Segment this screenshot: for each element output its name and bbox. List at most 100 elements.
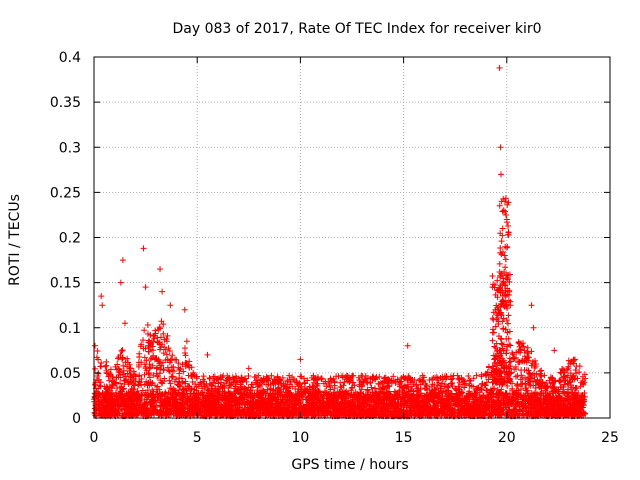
data-point bbox=[518, 367, 525, 374]
data-point bbox=[166, 348, 173, 355]
data-point bbox=[242, 375, 249, 382]
data-point bbox=[428, 383, 435, 390]
data-point bbox=[409, 383, 416, 390]
data-point bbox=[156, 358, 163, 365]
data-point bbox=[154, 334, 161, 341]
data-point bbox=[150, 338, 157, 345]
data-point bbox=[513, 349, 520, 356]
data-point bbox=[470, 375, 477, 382]
data-point bbox=[130, 368, 137, 375]
data-point bbox=[455, 375, 462, 382]
data-point bbox=[452, 385, 459, 392]
data-point bbox=[401, 375, 408, 382]
data-point bbox=[127, 374, 134, 381]
data-point bbox=[358, 372, 365, 379]
data-point bbox=[92, 365, 99, 372]
data-point bbox=[188, 364, 195, 371]
data-point bbox=[120, 362, 127, 369]
grid-lines bbox=[94, 57, 610, 418]
data-point bbox=[491, 385, 498, 392]
data-point bbox=[361, 376, 368, 383]
data-point bbox=[161, 375, 168, 382]
data-point bbox=[572, 385, 579, 392]
data-point bbox=[200, 376, 207, 383]
data-point bbox=[167, 385, 174, 392]
data-point bbox=[297, 381, 304, 388]
chart-title: Day 083 of 2017, Rate Of TEC Index for r… bbox=[172, 21, 541, 37]
data-point bbox=[237, 378, 244, 385]
data-point bbox=[571, 376, 578, 383]
data-point bbox=[248, 384, 255, 391]
data-point bbox=[251, 374, 258, 381]
data-point bbox=[440, 376, 447, 383]
data-point bbox=[114, 385, 121, 392]
data-point bbox=[465, 372, 472, 379]
data-point bbox=[421, 385, 428, 392]
data-point bbox=[433, 374, 440, 381]
data-point bbox=[154, 383, 161, 390]
data-point bbox=[466, 377, 473, 384]
data-point bbox=[284, 384, 291, 391]
data-point bbox=[287, 379, 294, 386]
data-point bbox=[118, 347, 125, 354]
data-point bbox=[375, 380, 382, 387]
data-point bbox=[532, 363, 539, 370]
data-point bbox=[478, 386, 485, 393]
data-point bbox=[450, 372, 457, 379]
data-point bbox=[443, 374, 450, 381]
data-point bbox=[397, 380, 404, 387]
data-point bbox=[166, 359, 173, 366]
data-point bbox=[350, 379, 357, 386]
data-point bbox=[150, 372, 157, 379]
data-point bbox=[279, 374, 286, 381]
data-point bbox=[525, 367, 532, 374]
data-point bbox=[517, 386, 524, 393]
data-point bbox=[130, 375, 137, 382]
data-point bbox=[111, 379, 118, 386]
data-point bbox=[103, 362, 110, 369]
data-point bbox=[170, 363, 177, 370]
data-point bbox=[206, 380, 213, 387]
data-point bbox=[227, 382, 234, 389]
data-point bbox=[567, 379, 574, 386]
data-point bbox=[290, 376, 297, 383]
data-point bbox=[171, 378, 178, 385]
data-point bbox=[151, 335, 158, 342]
data-point bbox=[298, 373, 305, 380]
data-point bbox=[390, 373, 397, 380]
data-point bbox=[567, 384, 574, 391]
data-point bbox=[430, 375, 437, 382]
data-point bbox=[414, 385, 421, 392]
data-point bbox=[576, 363, 583, 370]
data-point bbox=[577, 383, 584, 390]
data-point bbox=[146, 374, 153, 381]
data-point bbox=[163, 351, 170, 358]
data-point bbox=[112, 363, 119, 370]
data-point bbox=[269, 378, 276, 385]
data-point bbox=[486, 372, 493, 379]
data-point bbox=[277, 380, 284, 387]
data-point bbox=[385, 382, 392, 389]
data-point bbox=[218, 379, 225, 386]
data-point bbox=[228, 381, 235, 388]
data-point bbox=[343, 375, 350, 382]
data-point bbox=[105, 370, 112, 377]
data-point bbox=[580, 380, 587, 387]
data-point bbox=[182, 378, 189, 385]
data-point bbox=[384, 383, 391, 390]
data-point bbox=[206, 375, 213, 382]
data-point bbox=[509, 349, 516, 356]
data-point bbox=[437, 382, 444, 389]
data-point bbox=[243, 378, 250, 385]
data-point bbox=[181, 349, 188, 356]
data-point bbox=[292, 385, 299, 392]
data-point bbox=[164, 332, 171, 339]
data-point bbox=[201, 383, 208, 390]
data-point bbox=[419, 378, 426, 385]
data-point bbox=[331, 379, 338, 386]
data-point bbox=[448, 381, 455, 388]
data-point bbox=[565, 363, 572, 370]
data-point bbox=[96, 382, 103, 389]
data-point bbox=[546, 377, 553, 384]
data-point bbox=[511, 355, 518, 362]
